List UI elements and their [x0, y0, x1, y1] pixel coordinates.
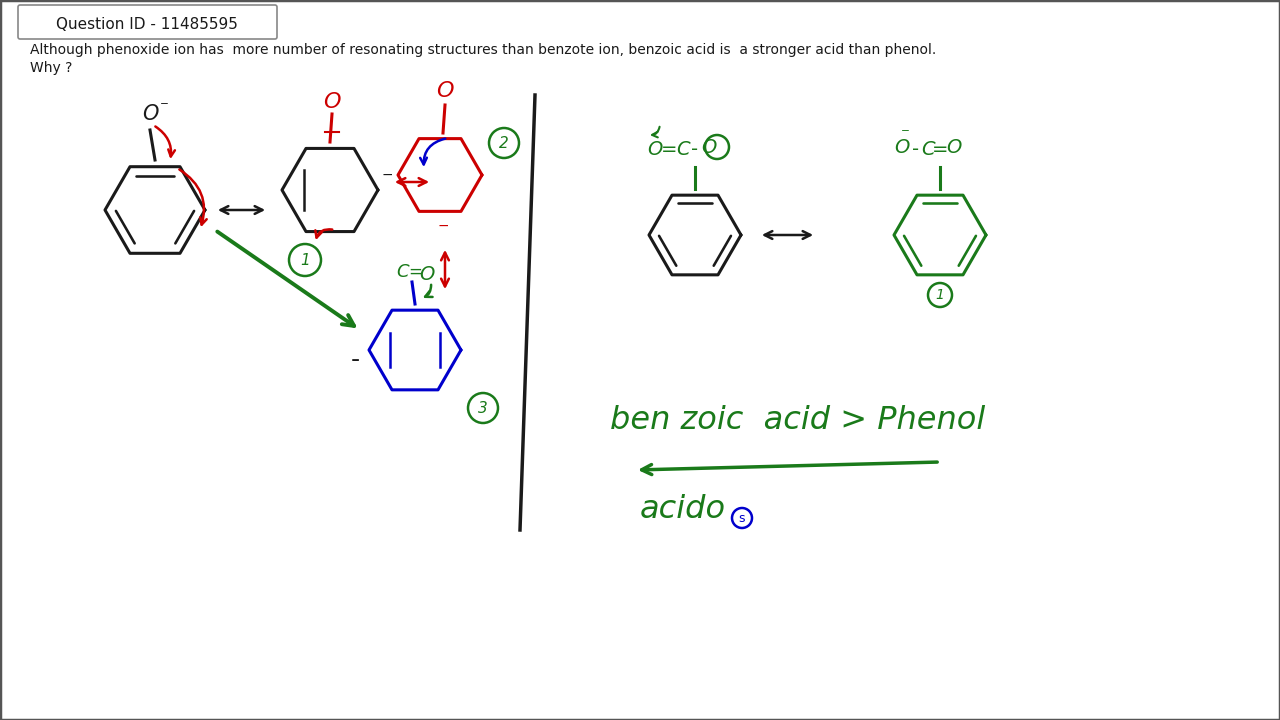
Text: $^-$: $^-$ — [435, 222, 449, 240]
Text: =: = — [932, 140, 948, 158]
Text: O: O — [946, 138, 961, 156]
Text: O: O — [895, 138, 910, 156]
Text: O: O — [420, 264, 435, 284]
Text: -: - — [351, 348, 360, 372]
Text: 1: 1 — [936, 288, 945, 302]
Text: $^-$: $^-$ — [157, 101, 169, 115]
Text: O: O — [648, 140, 663, 158]
Text: s: s — [739, 511, 745, 524]
Text: 1: 1 — [300, 253, 310, 268]
Text: Although phenoxide ion has  more number of resonating structures than benzote io: Although phenoxide ion has more number o… — [29, 43, 936, 57]
Text: C: C — [676, 140, 690, 158]
FancyBboxPatch shape — [18, 5, 276, 39]
Text: $^-$: $^-$ — [899, 127, 910, 143]
Text: -: - — [913, 140, 919, 158]
Text: 3: 3 — [479, 400, 488, 415]
Text: =: = — [660, 140, 677, 158]
Text: C: C — [397, 263, 410, 281]
Text: O: O — [324, 92, 340, 112]
Text: =: = — [408, 263, 422, 281]
Text: ben zoic  acid > Phenol: ben zoic acid > Phenol — [611, 405, 986, 436]
Text: O: O — [701, 138, 717, 156]
Text: Why ?: Why ? — [29, 61, 73, 75]
Text: C: C — [922, 140, 934, 158]
Text: O: O — [436, 81, 453, 101]
Text: 2: 2 — [499, 135, 509, 150]
Text: -: - — [691, 140, 699, 158]
Text: acido: acido — [640, 495, 726, 526]
Text: O: O — [142, 104, 159, 124]
Text: Question ID - 11485595: Question ID - 11485595 — [56, 17, 238, 32]
Text: $^-$: $^-$ — [379, 171, 393, 189]
